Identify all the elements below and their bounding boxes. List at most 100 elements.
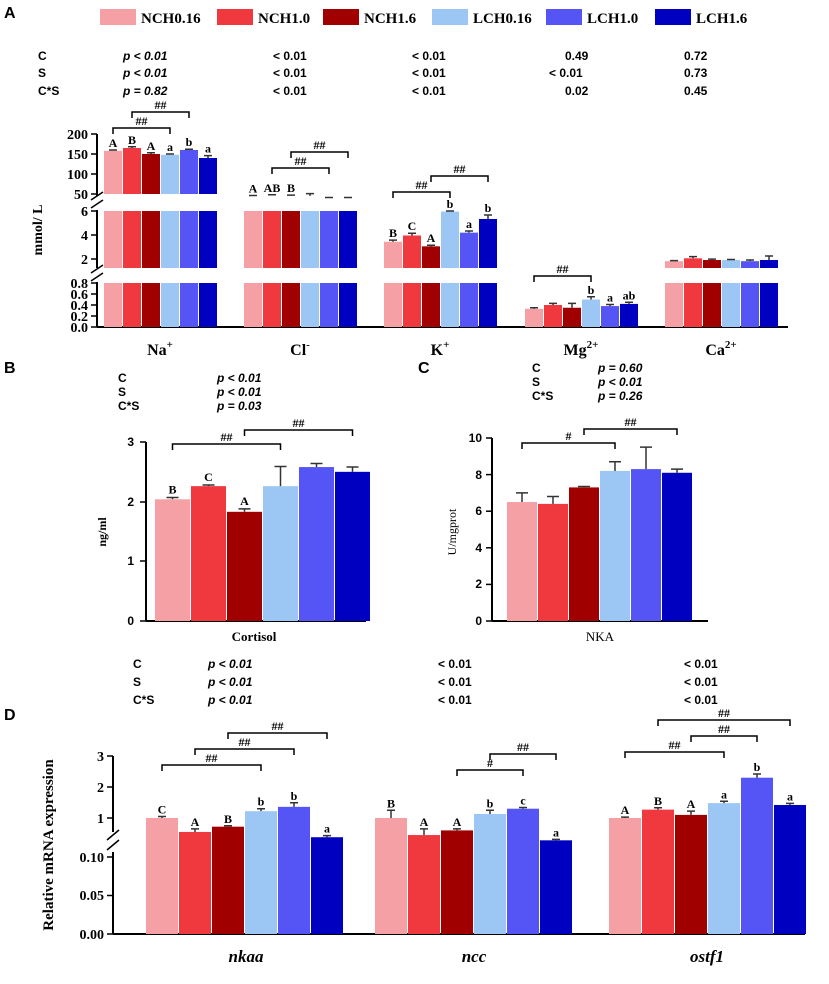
c-tick-8: 8 (475, 468, 482, 482)
c-tick-4: 4 (475, 541, 482, 555)
a-letter-3-lch16: ab (623, 288, 636, 302)
d-error-0-nch016 (158, 815, 166, 818)
d-bar-0-nch016-seg1 (146, 818, 178, 857)
b-letter-nch016: B (168, 482, 176, 496)
b-category-label: Cortisol (232, 629, 277, 644)
a-tick-00: 0.0 (71, 321, 89, 336)
d-bracket-1-0 (456, 769, 524, 776)
stat-a-cs-ca: 0.45 (684, 84, 708, 98)
a-letter-1-nch10: AB (264, 181, 281, 195)
a-tick-200: 200 (67, 128, 88, 143)
panel-c-stats: C S C*S p = 0.60 p < 0.01 p = 0.26 (532, 361, 643, 403)
d-bracket-0-2-label: ## (272, 719, 284, 733)
a-bar-1-lch016 (301, 283, 319, 327)
a-bar-1-nch10-seg1 (263, 211, 281, 268)
a-letter-0-lch16: a (205, 142, 211, 156)
a-letter-2-nch016: B (389, 226, 397, 240)
a-bracket-1-0 (271, 167, 330, 174)
stat-a-s-cl: < 0.01 (273, 66, 307, 80)
a-error-2-nch016 (389, 239, 397, 242)
c-error-lch16 (671, 468, 683, 473)
d-bar-1-lch10-seg1 (507, 808, 539, 857)
legend-swatch-lch16 (655, 9, 691, 25)
legend-swatch-nch16 (323, 9, 359, 25)
d-letter-2-lch16: a (787, 789, 793, 803)
d-bracket-2-1-label: ## (718, 722, 730, 736)
d-stat-s-nkaa: p < 0.01 (207, 675, 253, 689)
panel-a-category-labels: Na+ Cl- K+ Mg2+ Ca2+ (147, 339, 737, 359)
d-category-label-2: ostf1 (690, 947, 724, 966)
legend-label-nch16: NCH1.6 (364, 11, 417, 27)
d-bar-2-nch016 (609, 857, 641, 934)
a-bar-4-lch10 (741, 283, 759, 327)
legend-swatch-lch016 (432, 9, 468, 25)
panel-b-bars: B C A ## ## (155, 416, 370, 621)
c-bracket-1-label: ## (625, 415, 637, 429)
legend-swatch-nch10 (217, 9, 253, 25)
b-letter-nch16: A (240, 494, 249, 508)
a-bar-0-lch016-seg2 (161, 154, 179, 194)
d-bracket-0-0 (161, 764, 262, 771)
a-error-0-lch016 (166, 153, 174, 155)
d-error-2-lch10 (753, 773, 761, 778)
a-bar-4-lch10-seg1 (741, 261, 759, 268)
a-bar-4-lch16-seg1 (760, 260, 778, 268)
d-bar-0-lch016-seg1 (245, 811, 277, 857)
b-letter-nch10: C (204, 470, 213, 484)
stat-a-cs-k: < 0.01 (412, 84, 446, 98)
a-bar-0-nch16-seg2 (142, 154, 160, 194)
a-bar-1-lch16 (339, 283, 357, 327)
stat-a-cs-cl: < 0.01 (273, 84, 307, 98)
d-error-2-nch016 (621, 816, 629, 818)
d-letter-2-nch016: A (621, 803, 630, 817)
legend-swatch-lch10 (546, 9, 582, 25)
b-bracket-0-label: ## (221, 430, 233, 444)
a-bar-2-lch10 (460, 283, 478, 327)
a-bar-2-nch10-seg1 (403, 235, 421, 268)
d-bar-0-lch016 (245, 857, 277, 934)
a-tick-6: 6 (81, 205, 88, 220)
d-bar-1-nch10 (408, 857, 440, 934)
a-bar-1-nch016-seg1 (244, 211, 262, 268)
d-bar-0-nch10-seg1 (179, 831, 211, 857)
a-bracket-0-0 (112, 127, 171, 134)
d-bar-1-nch16-seg1 (441, 830, 473, 857)
a-bracket-3-0-label: ## (557, 262, 569, 276)
legend-label-lch16: LCH1.6 (696, 11, 748, 27)
d-bar-0-nch10 (179, 857, 211, 934)
a-error-3-lch10 (606, 303, 614, 307)
c-bar-lch10 (631, 469, 661, 621)
d-bar-0-lch10-seg1 (278, 806, 310, 857)
a-letter-1-nch016: A (249, 182, 258, 196)
a-bar-2-lch016-seg1 (441, 211, 459, 268)
a-bar-0-lch16-seg1 (199, 211, 217, 268)
c-error-lch10 (640, 446, 652, 470)
legend-label-nch016: NCH0.16 (141, 11, 201, 27)
b-bracket-0 (171, 443, 282, 450)
a-letter-2-lch16: b (485, 201, 492, 215)
d-letter-1-lch16: a (553, 825, 559, 839)
a-bar-1-lch10-seg1 (320, 211, 338, 268)
a-bar-2-nch10 (403, 283, 421, 327)
b-stat-label-c: C (118, 371, 127, 385)
a-category-label-1: Cl- (290, 339, 310, 359)
a-error-3-lch16 (625, 301, 633, 304)
d-bar-2-nch16-seg1 (675, 814, 707, 857)
d-error-1-lch016 (486, 809, 494, 814)
panel-c-bars: ### (507, 415, 692, 621)
b-stat-s: p < 0.01 (216, 385, 262, 399)
a-bar-0-lch10-seg1 (180, 211, 198, 268)
d-bar-1-lch10 (507, 857, 539, 934)
a-bar-3-nch016 (525, 308, 543, 327)
a-error-0-lch16 (204, 154, 212, 158)
b-stat-cs: p = 0.03 (216, 399, 262, 413)
b-error-nch016 (166, 496, 179, 500)
d-letter-1-nch016: B (387, 796, 395, 810)
d-error-2-lch016 (720, 800, 728, 804)
d-bracket-0-1-label: ## (239, 735, 251, 749)
a-bar-2-nch016 (384, 283, 402, 327)
panel-d-category-labels: nkaa ncc ostf1 (229, 947, 724, 966)
d-letter-2-nch16: A (687, 797, 696, 811)
d-bar-1-lch016 (474, 857, 506, 934)
